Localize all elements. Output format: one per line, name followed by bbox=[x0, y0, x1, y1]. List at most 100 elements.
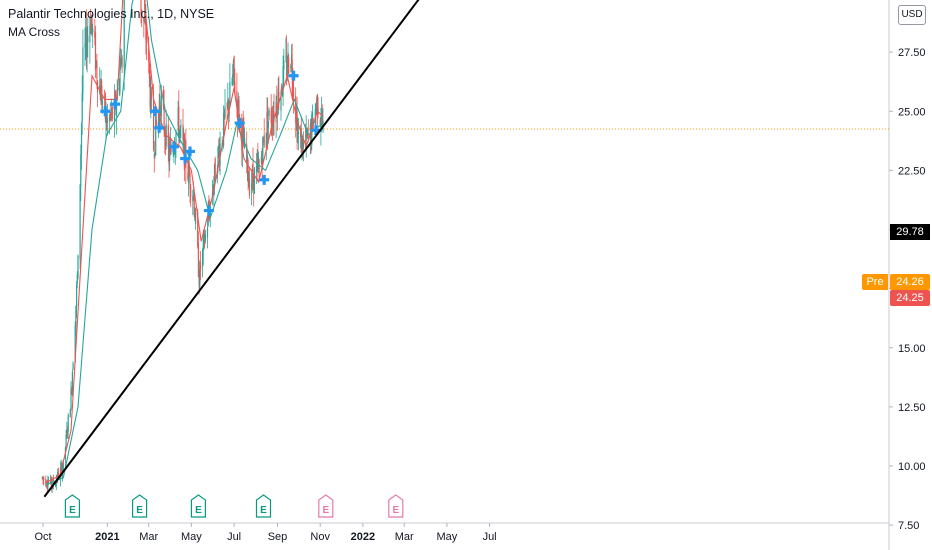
candle-body bbox=[106, 118, 108, 123]
candle-body bbox=[206, 227, 209, 238]
candles bbox=[41, 0, 324, 494]
ma-cross-marker bbox=[110, 99, 121, 110]
candle-body bbox=[80, 123, 83, 154]
candle-body bbox=[311, 112, 314, 119]
y-tick-label: 27.50 bbox=[898, 47, 926, 59]
candle-body bbox=[159, 101, 161, 111]
candle-body bbox=[113, 98, 115, 121]
candle-body bbox=[301, 136, 303, 150]
candle-body bbox=[189, 172, 191, 190]
candle-body bbox=[202, 238, 204, 252]
candle-body bbox=[304, 140, 307, 141]
ma-cross-marker bbox=[180, 153, 191, 164]
candle-body bbox=[60, 465, 62, 466]
candle-body bbox=[237, 99, 239, 116]
candle-body bbox=[173, 149, 175, 155]
candle-body bbox=[296, 110, 298, 143]
candle-body bbox=[145, 22, 147, 41]
candle-body bbox=[229, 81, 231, 105]
candle-body bbox=[204, 234, 206, 241]
candle-body bbox=[257, 158, 259, 165]
candle-body bbox=[292, 77, 294, 95]
candle-body bbox=[120, 58, 122, 65]
candle-body bbox=[141, 9, 143, 17]
candle-body bbox=[204, 238, 206, 245]
ma-cross-marker bbox=[203, 205, 214, 216]
candle-body bbox=[272, 116, 274, 131]
candle-body bbox=[223, 113, 225, 146]
candle-body bbox=[266, 112, 268, 136]
candle-body bbox=[260, 157, 262, 164]
drawings[interactable] bbox=[43, 0, 889, 498]
earnings-marker bbox=[64, 494, 80, 518]
x-tick-label: Oct bbox=[34, 531, 51, 543]
candle-body bbox=[321, 113, 323, 120]
candle-body bbox=[177, 108, 179, 127]
candle-body bbox=[238, 100, 240, 125]
ma-cross-marker bbox=[185, 146, 195, 157]
candle-body bbox=[297, 131, 300, 134]
earnings-marker-label: E bbox=[322, 505, 329, 516]
candle-body bbox=[223, 113, 225, 118]
candle-body bbox=[291, 59, 293, 81]
candle-body bbox=[198, 277, 200, 286]
earnings-marker-label: E bbox=[69, 505, 76, 516]
candle-body bbox=[224, 105, 226, 118]
candle-body bbox=[277, 88, 279, 114]
candle-body bbox=[248, 182, 250, 188]
candle-body bbox=[111, 108, 113, 111]
candle-body bbox=[75, 305, 77, 327]
candle-body bbox=[153, 98, 155, 150]
ma-cross-marker bbox=[259, 174, 270, 185]
indicator-label[interactable]: MA Cross bbox=[8, 25, 61, 39]
candle-body bbox=[242, 124, 244, 132]
candle-body bbox=[100, 86, 102, 105]
candle-body bbox=[306, 132, 308, 137]
candle-body bbox=[81, 92, 83, 122]
candle-body bbox=[82, 47, 84, 94]
candle-body bbox=[120, 58, 122, 68]
candle-body bbox=[256, 161, 258, 168]
candle-body bbox=[258, 167, 260, 169]
currency-badge[interactable]: USD bbox=[898, 5, 926, 25]
candle-body bbox=[62, 459, 64, 470]
candle-body bbox=[76, 274, 78, 284]
earnings-marker bbox=[388, 494, 404, 518]
x-tick-label: Nov bbox=[310, 531, 330, 543]
candle-body bbox=[234, 81, 236, 94]
ma-cross-marker bbox=[234, 118, 245, 129]
candle-body bbox=[262, 137, 264, 162]
candle-body bbox=[50, 477, 52, 487]
earnings-marker-label: E bbox=[260, 505, 267, 516]
candle-body bbox=[72, 363, 74, 370]
candle-body bbox=[226, 103, 228, 106]
candle-body bbox=[321, 119, 323, 126]
candle-body bbox=[216, 173, 218, 179]
candle-body bbox=[190, 187, 192, 197]
candle-body bbox=[168, 146, 170, 165]
candle-body bbox=[76, 285, 78, 307]
candle-body bbox=[315, 109, 317, 113]
candle-body bbox=[183, 134, 185, 171]
candle-body bbox=[149, 79, 151, 108]
candle-body bbox=[140, 0, 142, 14]
candle-body bbox=[105, 112, 107, 124]
candle-body bbox=[300, 128, 302, 153]
candle-body bbox=[143, 17, 145, 21]
x-tick-label: 2021 bbox=[95, 531, 119, 543]
candle-body bbox=[253, 168, 255, 194]
x-axis: Oct 2021 Mar May Jul Sep Nov 2022 Mar May Jul bbox=[0, 522, 889, 543]
candle-body bbox=[148, 47, 150, 62]
candle-body bbox=[305, 128, 307, 141]
candle-body bbox=[99, 86, 101, 100]
candle-body bbox=[92, 28, 94, 33]
candle-body bbox=[252, 163, 254, 181]
ma-cross-marker bbox=[288, 70, 299, 81]
candle-body bbox=[199, 262, 202, 270]
candle-body bbox=[290, 65, 292, 69]
candle-body bbox=[293, 93, 295, 96]
y-tick-label: 25.00 bbox=[898, 106, 926, 118]
candle-body bbox=[111, 106, 113, 119]
